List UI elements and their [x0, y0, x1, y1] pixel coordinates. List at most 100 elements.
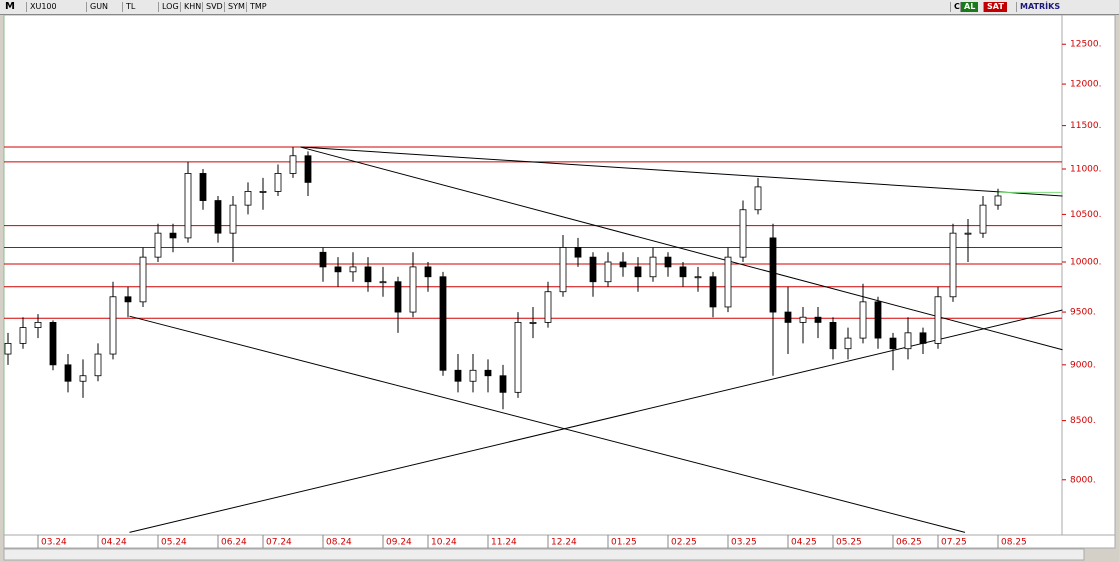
- toolbar-button[interactable]: SVD: [202, 2, 226, 12]
- candle-body: [799, 316, 807, 323]
- trend-line: [129, 315, 966, 533]
- candle-body: [544, 291, 552, 323]
- x-tick-label: 12.24: [551, 538, 577, 548]
- candle-body: [949, 232, 957, 298]
- y-tick-label: 12000.: [1070, 80, 1102, 90]
- candle-body: [274, 173, 282, 192]
- y-tick-label: 9500.: [1070, 308, 1096, 318]
- y-tick-label: 9000.: [1070, 360, 1096, 370]
- toolbar-button[interactable]: KHN: [180, 2, 204, 12]
- toolbar-button[interactable]: AL: [960, 2, 979, 12]
- candle-body: [904, 332, 912, 350]
- y-tick-label: 10000.: [1070, 258, 1102, 268]
- plot-area: [3, 15, 1063, 536]
- toolbar-button[interactable]: TL: [122, 2, 138, 12]
- y-tick-label: 8000.: [1070, 475, 1096, 485]
- candle-body: [649, 256, 657, 278]
- candle-body: [619, 261, 627, 268]
- candle-body: [994, 195, 1002, 206]
- x-tick-label: 01.25: [611, 538, 637, 548]
- x-tick-label: 08.25: [1001, 538, 1027, 548]
- toolbar-button[interactable]: SYM: [224, 2, 248, 12]
- candle-body: [184, 173, 192, 239]
- candle-body: [379, 281, 387, 284]
- x-tick-label: 05.25: [836, 538, 862, 548]
- candle-body: [559, 247, 567, 293]
- candle-body: [94, 353, 102, 377]
- scrollbar[interactable]: [3, 548, 1085, 561]
- candle-body: [364, 266, 372, 283]
- candle-body: [124, 296, 132, 303]
- candle-body: [319, 251, 327, 268]
- candle-body: [964, 232, 972, 235]
- toolbar-button[interactable]: SAT: [983, 2, 1007, 12]
- candle-body: [64, 364, 72, 382]
- x-tick-label: 04.24: [101, 538, 127, 548]
- x-tick-label: 06.25: [896, 538, 922, 548]
- toolbar-button[interactable]: LOG: [158, 2, 182, 12]
- candle-body: [304, 155, 312, 183]
- candle-body: [919, 332, 927, 344]
- toolbar-button[interactable]: GUN: [86, 2, 111, 12]
- x-tick-label: 06.24: [221, 538, 247, 548]
- y-axis-area: [1061, 15, 1116, 536]
- candle-body: [109, 296, 117, 355]
- candle-body: [4, 342, 12, 355]
- x-tick-label: 07.24: [266, 538, 292, 548]
- candle-body: [574, 247, 582, 258]
- candle-body: [679, 266, 687, 278]
- candle-body: [724, 256, 732, 308]
- candle-body: [889, 337, 897, 350]
- candle-body: [694, 276, 702, 279]
- x-tick-label: 02.25: [671, 538, 697, 548]
- candle-body: [154, 232, 162, 258]
- x-tick-label: 11.24: [491, 538, 517, 548]
- candle-body: [664, 256, 672, 268]
- candle-body: [79, 375, 87, 382]
- x-tick-label: 08.24: [326, 538, 352, 548]
- candle-body: [244, 191, 252, 206]
- x-tick-label: 03.24: [41, 538, 67, 548]
- candle-body: [484, 369, 492, 377]
- candle-body: [784, 311, 792, 323]
- candle-body: [829, 321, 837, 350]
- x-tick-label: 07.25: [941, 538, 967, 548]
- x-tick-label: 05.24: [161, 538, 187, 548]
- candle-body: [169, 232, 177, 239]
- candle-body: [229, 204, 237, 234]
- symbol[interactable]: XU100: [26, 2, 60, 12]
- candle-body: [409, 266, 417, 313]
- candle-body: [754, 186, 762, 211]
- chart: 8000. 8500. 9000. 9500. 10000. 10500. 11000. 11…: [3, 15, 1116, 561]
- candle-body: [859, 301, 867, 339]
- candle-body: [874, 301, 882, 339]
- toolbar-button[interactable]: MATRİKS: [1016, 2, 1064, 12]
- candle-body: [49, 321, 57, 366]
- candle-body: [34, 321, 42, 329]
- candle-body: [394, 281, 402, 313]
- candle-body: [289, 155, 297, 174]
- candle-body: [634, 266, 642, 278]
- x-axis-area: [3, 534, 1116, 549]
- candle-body: [349, 266, 357, 273]
- candle-body: [19, 327, 27, 344]
- candle-body: [814, 316, 822, 323]
- candle-body: [424, 266, 432, 278]
- y-tick-label: 11000.: [1070, 164, 1102, 174]
- toolbar-button[interactable]: TMP: [246, 2, 270, 12]
- trend-line: [300, 146, 1063, 197]
- candle-body: [844, 337, 852, 350]
- candle-body: [259, 191, 267, 193]
- candle-body: [469, 369, 477, 382]
- y-tick-label: 12500.: [1070, 40, 1102, 50]
- logo: M: [5, 1, 15, 12]
- candle-body: [709, 276, 717, 308]
- toolbar-button[interactable]: C: [950, 2, 963, 12]
- toolbar: M XU100 GUN TL LOG KHN SVD SYM TMP C AL SAT MATRİK…: [0, 0, 1119, 15]
- candle-body: [214, 200, 222, 234]
- x-tick-label: 03.25: [731, 538, 757, 548]
- candle-body: [139, 256, 147, 303]
- candle-body: [934, 296, 942, 344]
- candle-body: [769, 237, 777, 313]
